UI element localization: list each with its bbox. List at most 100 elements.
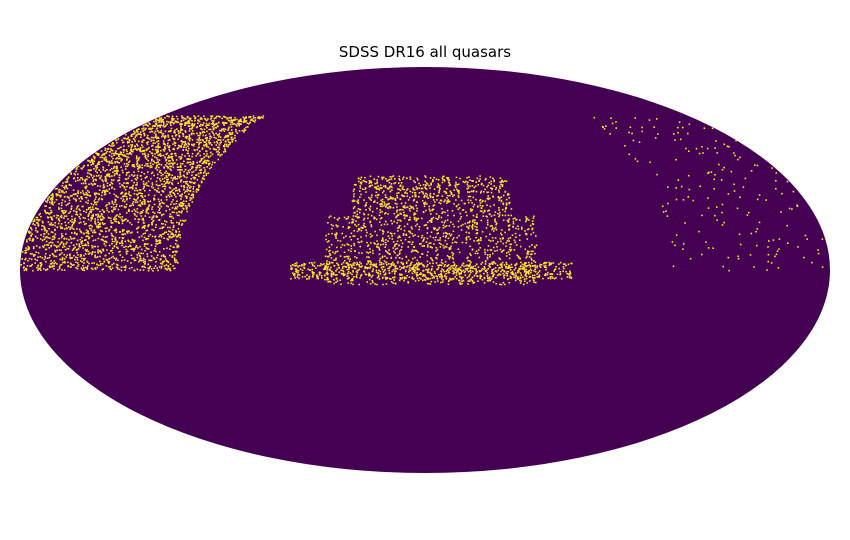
quasar-pixel bbox=[157, 149, 159, 151]
quasar-pixel bbox=[632, 139, 635, 142]
quasar-pixel bbox=[150, 177, 152, 180]
quasar-pixel bbox=[181, 154, 184, 156]
quasar-pixel bbox=[446, 265, 448, 267]
quasar-pixel bbox=[368, 275, 370, 277]
quasar-pixel bbox=[51, 197, 54, 199]
quasar-pixel bbox=[369, 248, 371, 250]
quasar-pixel bbox=[333, 259, 335, 261]
quasar-pixel bbox=[90, 224, 92, 227]
quasar-pixel bbox=[449, 190, 452, 193]
quasar-pixel bbox=[153, 267, 155, 269]
quasar-pixel bbox=[104, 175, 107, 178]
quasar-pixel bbox=[501, 250, 504, 252]
quasar-pixel bbox=[131, 188, 134, 190]
quasar-pixel bbox=[175, 230, 177, 232]
quasar-pixel bbox=[506, 273, 509, 275]
quasar-pixel bbox=[174, 207, 176, 210]
quasar-pixel bbox=[388, 237, 391, 240]
quasar-pixel bbox=[151, 208, 153, 210]
quasar-pixel bbox=[155, 122, 158, 124]
quasar-pixel bbox=[411, 195, 414, 197]
quasar-pixel bbox=[457, 208, 459, 211]
quasar-pixel bbox=[104, 191, 106, 194]
quasar-pixel bbox=[409, 176, 412, 178]
quasar-pixel bbox=[180, 122, 182, 125]
quasar-pixel bbox=[396, 195, 398, 197]
quasar-pixel bbox=[137, 196, 139, 199]
quasar-pixel bbox=[423, 196, 425, 198]
quasar-pixel bbox=[191, 152, 194, 155]
quasar-pixel bbox=[611, 122, 614, 125]
quasar-pixel bbox=[104, 236, 107, 238]
quasar-pixel bbox=[453, 214, 455, 217]
quasar-pixel bbox=[776, 250, 779, 252]
quasar-pixel bbox=[509, 224, 511, 226]
quasar-pixel bbox=[66, 247, 68, 250]
quasar-pixel bbox=[472, 180, 474, 182]
quasar-pixel bbox=[155, 189, 158, 192]
quasar-pixel bbox=[62, 246, 64, 248]
quasar-pixel bbox=[94, 256, 96, 258]
quasar-pixel bbox=[196, 132, 198, 135]
quasar-pixel bbox=[108, 144, 111, 146]
quasar-pixel bbox=[378, 189, 380, 191]
quasar-pixel bbox=[125, 133, 127, 136]
quasar-pixel bbox=[203, 153, 205, 155]
quasar-pixel bbox=[374, 265, 377, 268]
quasar-pixel bbox=[451, 210, 454, 212]
quasar-pixel bbox=[23, 269, 26, 272]
quasar-pixel bbox=[155, 151, 158, 154]
quasar-pixel bbox=[100, 218, 102, 221]
quasar-pixel bbox=[735, 139, 737, 142]
quasar-pixel bbox=[110, 206, 113, 208]
quasar-pixel bbox=[351, 222, 353, 224]
quasar-pixel bbox=[195, 166, 197, 169]
quasar-pixel bbox=[426, 183, 429, 185]
quasar-pixel bbox=[65, 215, 68, 217]
quasar-pixel bbox=[42, 225, 45, 228]
quasar-pixel bbox=[131, 202, 134, 205]
quasar-pixel bbox=[416, 207, 418, 210]
quasar-pixel bbox=[87, 202, 89, 205]
quasar-pixel bbox=[172, 226, 175, 229]
quasar-pixel bbox=[83, 254, 85, 257]
quasar-pixel bbox=[706, 147, 709, 150]
quasar-pixel bbox=[475, 250, 478, 253]
quasar-pixel bbox=[326, 263, 328, 265]
quasar-pixel bbox=[113, 257, 116, 259]
quasar-pixel bbox=[378, 249, 381, 251]
quasar-pixel bbox=[139, 175, 142, 177]
quasar-pixel bbox=[437, 179, 440, 181]
quasar-pixel bbox=[61, 191, 63, 193]
quasar-pixel bbox=[460, 216, 463, 218]
quasar-pixel bbox=[89, 161, 92, 163]
quasar-pixel bbox=[111, 251, 114, 254]
quasar-pixel bbox=[160, 267, 163, 269]
quasar-pixel bbox=[143, 225, 146, 228]
quasar-pixel bbox=[444, 236, 447, 239]
quasar-pixel bbox=[75, 261, 77, 264]
quasar-pixel bbox=[381, 255, 384, 258]
quasar-pixel bbox=[73, 221, 76, 223]
quasar-pixel bbox=[523, 283, 525, 286]
quasar-pixel bbox=[57, 245, 59, 247]
quasar-pixel bbox=[466, 276, 469, 279]
quasar-pixel bbox=[531, 274, 534, 277]
quasar-pixel bbox=[60, 194, 62, 197]
quasar-pixel bbox=[123, 259, 126, 261]
quasar-pixel bbox=[58, 189, 60, 191]
quasar-pixel bbox=[410, 226, 413, 228]
quasar-pixel bbox=[138, 167, 140, 169]
quasar-pixel bbox=[206, 130, 208, 133]
quasar-pixel bbox=[130, 144, 132, 146]
quasar-pixel bbox=[61, 184, 64, 187]
quasar-pixel bbox=[447, 195, 449, 197]
quasar-pixel bbox=[69, 211, 72, 213]
quasar-pixel bbox=[200, 159, 203, 162]
quasar-pixel bbox=[112, 203, 115, 206]
quasar-pixel bbox=[203, 128, 206, 131]
quasar-pixel bbox=[169, 168, 171, 170]
quasar-pixel bbox=[110, 149, 113, 152]
quasar-pixel bbox=[435, 236, 437, 238]
quasar-pixel bbox=[89, 252, 91, 254]
